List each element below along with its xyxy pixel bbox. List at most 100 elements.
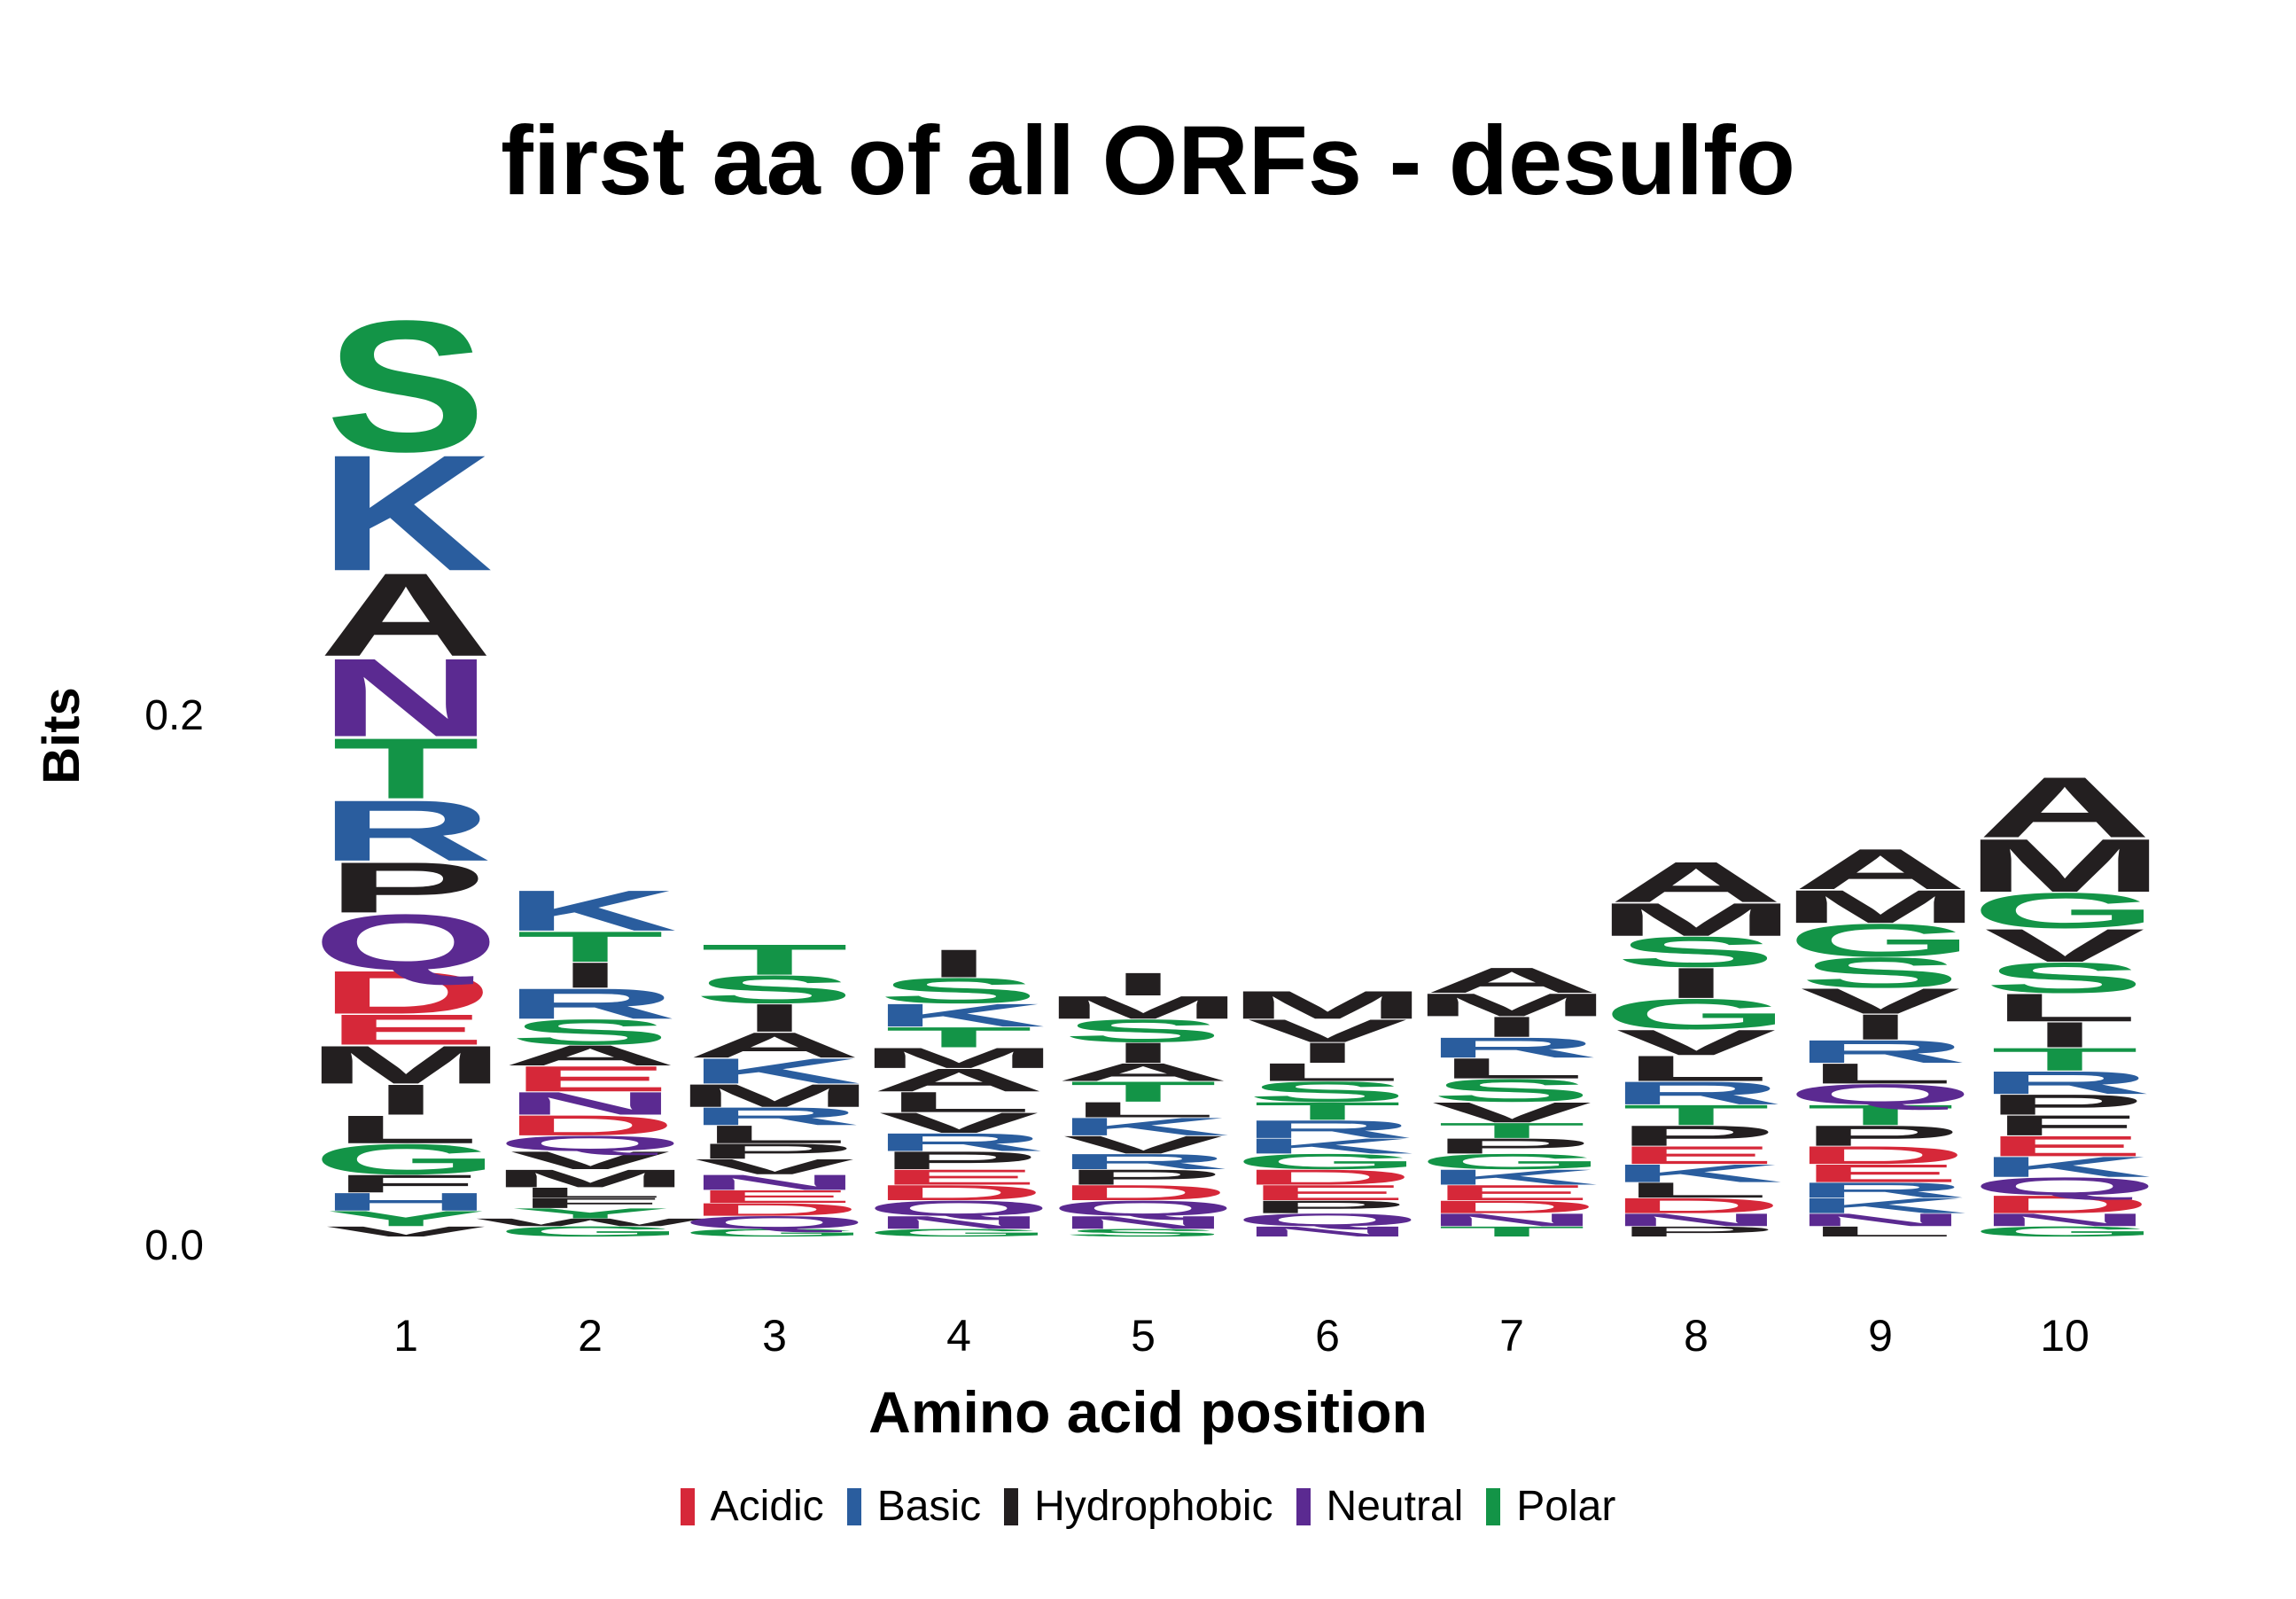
logo-letter: R xyxy=(1056,1150,1231,1174)
logo-letter: A xyxy=(1609,850,1784,915)
logo-letter: Q xyxy=(865,1197,1053,1221)
logo-letter: I xyxy=(925,941,992,986)
logo-letter: V xyxy=(1062,1131,1224,1159)
logo-letter: A xyxy=(1425,961,1599,1001)
logo-letter: V xyxy=(1431,1096,1592,1128)
logo-letter: S xyxy=(1247,1076,1408,1108)
logo-letter: L xyxy=(885,1086,1032,1118)
logo-letter: R xyxy=(503,979,678,1027)
logo-letter: S xyxy=(510,1012,671,1052)
logo-letter: F xyxy=(332,1170,479,1198)
logo-letter: V xyxy=(1615,1023,1777,1063)
logo-letter: E xyxy=(510,1059,671,1099)
y-axis-label: Bits xyxy=(33,687,90,784)
logo-letter: Y xyxy=(325,1206,486,1230)
logo-letter: E xyxy=(878,1165,1039,1189)
logo-letter: R xyxy=(1794,1178,1968,1202)
logo-letter: T xyxy=(1991,1041,2138,1078)
logo-letter: V xyxy=(1800,981,1961,1021)
logo-letter: I xyxy=(1847,1007,1914,1047)
logo-letter: S xyxy=(878,971,1039,1010)
logo-letter: M xyxy=(1043,989,1244,1026)
logo-letter: P xyxy=(1984,1088,2145,1120)
logo-letter: P xyxy=(878,1146,1039,1174)
chart-title: first aa of all ORFs - desulfo xyxy=(501,106,1795,215)
legend: Acidic Basic Hydrophobic Neutral Polar xyxy=(0,1482,2296,1531)
logo-letter: R xyxy=(1241,1115,1415,1143)
logo-letter: S xyxy=(325,281,486,491)
y-tick-label: 0.2 xyxy=(144,692,204,739)
logo-letter: A xyxy=(872,1062,1047,1098)
logo-letter: L xyxy=(1623,1178,1770,1202)
logo-letter: G xyxy=(1602,990,1790,1038)
logo-letter: D xyxy=(503,1110,678,1142)
x-tick-label: 4 xyxy=(946,1311,971,1361)
logo-letter: L xyxy=(517,1184,664,1200)
logo-letter: V xyxy=(694,1155,855,1179)
logo-letter: N xyxy=(319,635,494,760)
logo-letter: S xyxy=(1062,1227,1224,1239)
legend-swatch xyxy=(846,1487,861,1525)
logo-letter: P xyxy=(1247,1197,1408,1217)
logo-letter: K xyxy=(1425,1165,1599,1189)
logo-letter: L xyxy=(332,1107,479,1151)
logo-letter: T xyxy=(1070,1076,1217,1108)
logo-letter: R xyxy=(1609,1075,1784,1112)
logo-letter: M xyxy=(306,1034,507,1095)
x-tick-label: 8 xyxy=(1684,1311,1708,1361)
logo-letter: G xyxy=(1234,1150,1421,1174)
legend-item-polar: Polar xyxy=(1486,1482,1615,1531)
logo-letter: R xyxy=(1794,1034,1968,1070)
logo-letter: K xyxy=(688,1051,862,1091)
logo-letter: Q xyxy=(681,1213,868,1233)
logo-letter: A xyxy=(1978,760,2152,856)
legend-swatch xyxy=(1296,1487,1311,1525)
logo-letter: H xyxy=(319,1188,494,1216)
legend-swatch xyxy=(1004,1487,1019,1525)
logo-letter: I xyxy=(1109,966,1177,1002)
x-tick-label: 1 xyxy=(393,1311,418,1361)
legend-item-hydrophobic: Hydrophobic xyxy=(1004,1482,1273,1531)
logo-letter: E xyxy=(1431,1181,1592,1205)
legend-label: Acidic xyxy=(710,1483,824,1530)
logo-letter: K xyxy=(1978,1151,2152,1183)
logo-letter: P xyxy=(1615,1223,1777,1239)
logo-letter: Q xyxy=(1049,1197,1237,1221)
legend-item-acidic: Acidic xyxy=(680,1482,824,1531)
logo-letter: N xyxy=(1056,1213,1231,1233)
logo-letter: P xyxy=(694,1139,855,1163)
logo-letter: M xyxy=(490,1165,691,1193)
logo-letter: E xyxy=(1247,1181,1408,1205)
x-tick-label: 10 xyxy=(2040,1311,2090,1361)
logo-letter: N xyxy=(872,1213,1047,1233)
logo-letter: P xyxy=(1431,1134,1592,1158)
logo-letter: V xyxy=(1984,919,2145,971)
legend-swatch xyxy=(680,1487,695,1525)
logo-letter: V xyxy=(1247,1013,1408,1049)
logo-letter: N xyxy=(1425,1210,1599,1230)
logo-letter: M xyxy=(1596,893,1797,946)
logo-letter: S xyxy=(1431,1072,1592,1109)
logo-letter: N xyxy=(1609,1210,1784,1230)
logo-letter: K xyxy=(503,878,678,943)
logo-letter: I xyxy=(1478,1011,1545,1043)
logo-letter: M xyxy=(1780,880,1981,932)
logo-letter: I xyxy=(1294,1037,1361,1069)
logo-letter: E xyxy=(1984,1130,2145,1162)
logo-letter: T xyxy=(517,923,664,971)
logo-letter: L xyxy=(701,1120,848,1149)
logo-letter: D xyxy=(1794,1142,1968,1170)
logo-letter: S xyxy=(1615,928,1777,976)
logo-letter: G xyxy=(1971,1223,2159,1239)
logo-letter: V xyxy=(325,1223,486,1239)
logo-letter: I xyxy=(2031,1015,2098,1055)
logo-letter: A xyxy=(503,1040,678,1072)
x-tick-label: 2 xyxy=(578,1311,603,1361)
logo-letter: L xyxy=(1807,1057,1954,1089)
logo-letter: G xyxy=(496,1223,684,1239)
legend-label: Hydrophobic xyxy=(1034,1483,1273,1530)
logo-letter: G xyxy=(1418,1150,1606,1174)
logo-letter: A xyxy=(1056,1058,1231,1087)
logo-letter: T xyxy=(885,1021,1032,1053)
